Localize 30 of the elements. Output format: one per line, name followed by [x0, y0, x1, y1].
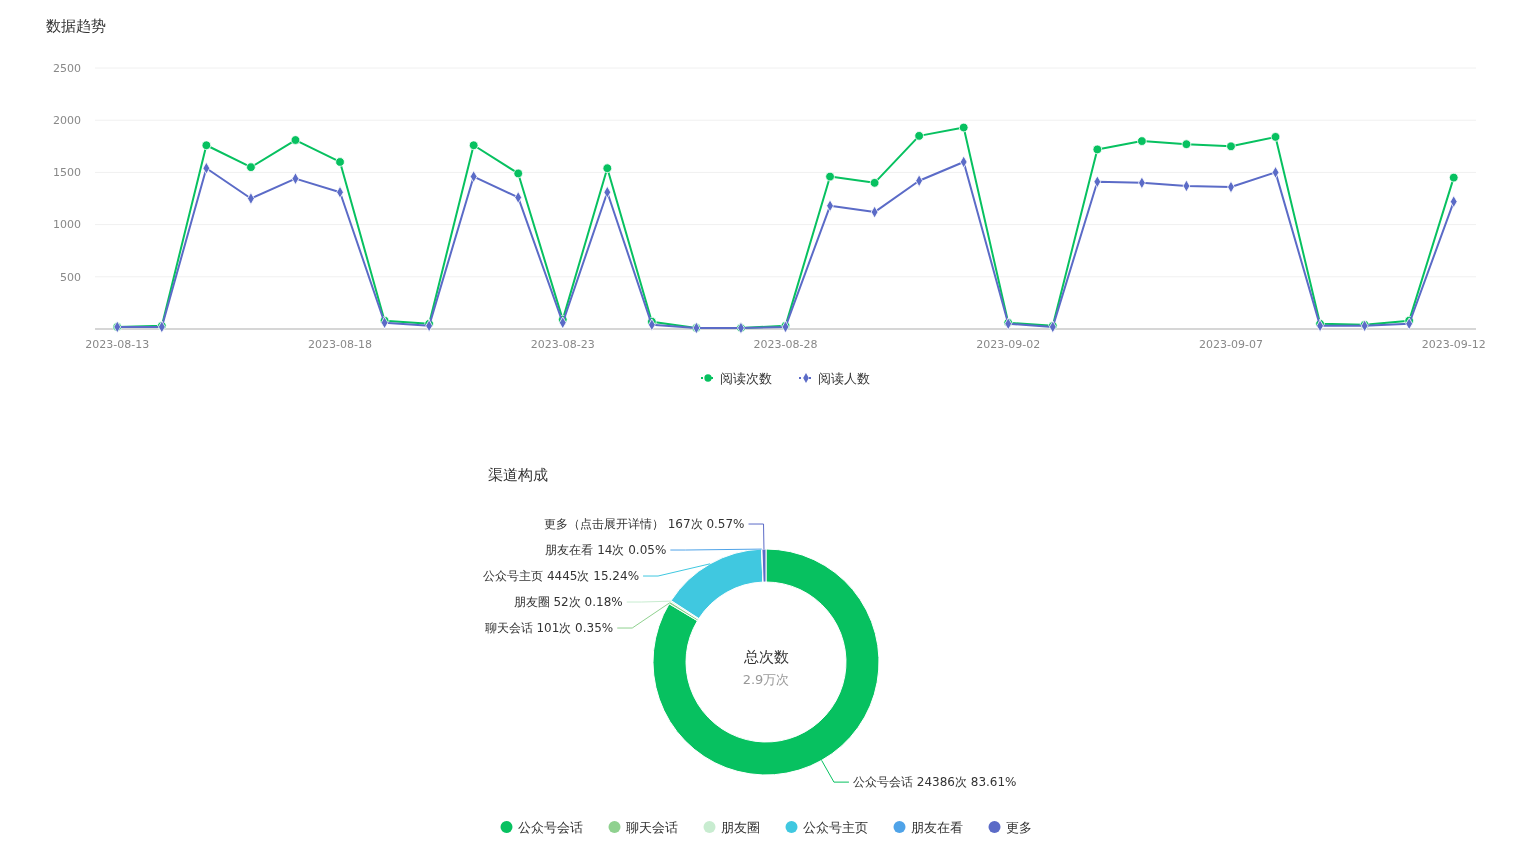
- legend-label: 朋友在看: [910, 819, 963, 835]
- legend-label: 朋友圈: [720, 819, 760, 835]
- chart-title: 渠道构成: [488, 466, 548, 484]
- legend-label: 阅读人数: [818, 370, 870, 386]
- data-label: 更多（点击展开详情） 167次 0.57%: [543, 517, 745, 532]
- y-tick-label: 2000: [53, 114, 81, 128]
- text: 2.9万次: [742, 671, 790, 687]
- text: 总次数: [742, 648, 789, 667]
- x-tick-label: 2023-09-12: [1421, 338, 1486, 351]
- x-tick-label: 2023-09-07: [1199, 338, 1263, 351]
- data-label: 聊天会话 101次 0.35%: [484, 621, 614, 636]
- data-label: 朋友在看 14次 0.05%: [545, 543, 667, 558]
- data-label: 朋友圈 52次 0.18%: [513, 595, 623, 610]
- legend-label: 公众号主页: [802, 819, 868, 835]
- x-tick-label: 2023-08-23: [530, 338, 595, 351]
- legend-label: 聊天会话: [625, 819, 678, 835]
- x-tick-label: 2023-09-02: [976, 338, 1041, 351]
- legend-label: 更多: [1005, 819, 1032, 835]
- y-tick-label: 1500: [53, 166, 81, 180]
- legend-label: 阅读次数: [720, 370, 772, 386]
- legend-label: 公众号会话: [517, 819, 583, 835]
- x-tick-label: 2023-08-28: [753, 338, 818, 351]
- y-tick-label: 500: [60, 270, 81, 284]
- x-tick-label: 2023-08-13: [85, 338, 150, 351]
- y-tick-label: 2500: [53, 61, 81, 75]
- data-label: 公众号会话 24386次 83.61%: [852, 775, 1017, 790]
- chart-title: 数据趋势: [46, 17, 106, 35]
- x-tick-label: 2023-08-18: [308, 338, 372, 351]
- data-label: 公众号主页 4445次 15.24%: [483, 569, 640, 584]
- y-tick-label: 1000: [53, 218, 81, 232]
